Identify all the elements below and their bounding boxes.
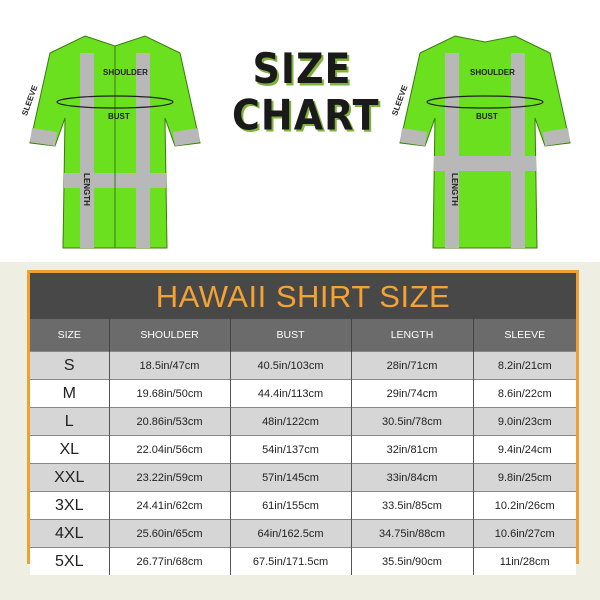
measurement-cell: 33.5in/85cm bbox=[351, 491, 474, 520]
size-cell: XL bbox=[30, 435, 110, 464]
table-header-row: SIZE SHOULDER BUST LENGTH SLEEVE bbox=[30, 319, 576, 352]
front-shirt-image bbox=[29, 35, 201, 249]
measurement-cell: 28in/71cm bbox=[351, 351, 474, 380]
measurement-cell: 18.5in/47cm bbox=[109, 351, 231, 380]
measurement-cell: 32in/81cm bbox=[351, 435, 474, 464]
measurement-cell: 40.5in/103cm bbox=[230, 351, 352, 380]
measurement-cell: 34.75in/88cm bbox=[351, 519, 474, 548]
measurement-cell: 8.2in/21cm bbox=[473, 351, 576, 380]
front-bust-label: BUST bbox=[108, 112, 130, 121]
measurement-cell: 30.5in/78cm bbox=[351, 407, 474, 436]
heading-line-2: CHART bbox=[232, 90, 380, 140]
measurement-cell: 25.60in/65cm bbox=[109, 519, 231, 548]
table-row: 3XL 24.41in/62cm 61in/155cm 33.5in/85cm 10.2… bbox=[30, 491, 576, 520]
measurement-cell: 23.22in/59cm bbox=[109, 463, 231, 492]
size-cell: M bbox=[30, 379, 110, 408]
measurement-cell: 33in/84cm bbox=[351, 463, 474, 492]
measurement-cell: 44.4in/113cm bbox=[230, 379, 352, 408]
table-row: S 18.5in/47cm 40.5in/103cm 28in/71cm 8.2in/2… bbox=[30, 351, 576, 380]
size-cell: XXL bbox=[30, 463, 110, 492]
size-chart-heading: SIZE CHART bbox=[232, 44, 380, 140]
size-cell: 3XL bbox=[30, 491, 110, 520]
measurement-cell: 24.41in/62cm bbox=[109, 491, 231, 520]
measurement-cell: 9.0in/23cm bbox=[473, 407, 576, 436]
back-length-label: LENGTH bbox=[449, 173, 459, 206]
table-row: M 19.68in/50cm 44.4in/113cm 29in/74cm 8.6in/… bbox=[30, 379, 576, 408]
size-cell: L bbox=[30, 407, 110, 436]
table-title: HAWAII SHIRT SIZE bbox=[30, 273, 576, 319]
column-header-length: LENGTH bbox=[351, 319, 474, 352]
measurement-cell: 29in/74cm bbox=[351, 379, 474, 408]
measurement-cell: 11in/28cm bbox=[473, 547, 576, 575]
measurement-cell: 19.68in/50cm bbox=[109, 379, 231, 408]
measurement-cell: 35.5in/90cm bbox=[351, 547, 474, 575]
measurement-cell: 26.77in/68cm bbox=[109, 547, 231, 575]
measurement-cell: 57in/145cm bbox=[230, 463, 352, 492]
measurement-cell: 9.4in/24cm bbox=[473, 435, 576, 464]
back-bust-label: BUST bbox=[476, 112, 498, 121]
back-shoulder-label: SHOULDER bbox=[470, 68, 515, 77]
measurement-cell: 64in/162.5cm bbox=[230, 519, 352, 548]
size-cell: S bbox=[30, 351, 110, 380]
column-header-shoulder: SHOULDER bbox=[109, 319, 231, 352]
heading-line-1: SIZE bbox=[252, 44, 352, 94]
table-row: 5XL 26.77in/68cm 67.5in/171.5cm 35.5in/90cm… bbox=[30, 547, 576, 575]
front-shoulder-label: SHOULDER bbox=[103, 68, 148, 77]
measurement-cell: 10.6in/27cm bbox=[473, 519, 576, 548]
column-header-size: SIZE bbox=[30, 319, 110, 352]
measurement-cell: 48in/122cm bbox=[230, 407, 352, 436]
measurement-cell: 22.04in/56cm bbox=[109, 435, 231, 464]
table-row: XL 22.04in/56cm 54in/137cm 32in/81cm 9.4in/2… bbox=[30, 435, 576, 464]
measurement-cell: 54in/137cm bbox=[230, 435, 352, 464]
column-header-sleeve: SLEEVE bbox=[473, 319, 576, 352]
measurement-cell: 67.5in/171.5cm bbox=[230, 547, 352, 575]
size-cell: 4XL bbox=[30, 519, 110, 548]
measurement-cell: 61in/155cm bbox=[230, 491, 352, 520]
back-shirt-image bbox=[399, 35, 571, 249]
size-cell: 5XL bbox=[30, 547, 110, 575]
table-row: L 20.86in/53cm 48in/122cm 30.5in/78cm 9.0in/… bbox=[30, 407, 576, 436]
measurement-cell: 20.86in/53cm bbox=[109, 407, 231, 436]
measurement-cell: 10.2in/26cm bbox=[473, 491, 576, 520]
column-header-bust: BUST bbox=[230, 319, 352, 352]
measurement-cell: 9.8in/25cm bbox=[473, 463, 576, 492]
measurement-cell: 8.6in/22cm bbox=[473, 379, 576, 408]
table-row: 4XL 25.60in/65cm 64in/162.5cm 34.75in/88cm 1… bbox=[30, 519, 576, 548]
table-row: XXL 23.22in/59cm 57in/145cm 33in/84cm 9.8in/… bbox=[30, 463, 576, 492]
size-table: HAWAII SHIRT SIZE SIZE SHOULDER BUST LENGTH… bbox=[27, 270, 579, 575]
front-length-label: LENGTH bbox=[81, 173, 91, 206]
